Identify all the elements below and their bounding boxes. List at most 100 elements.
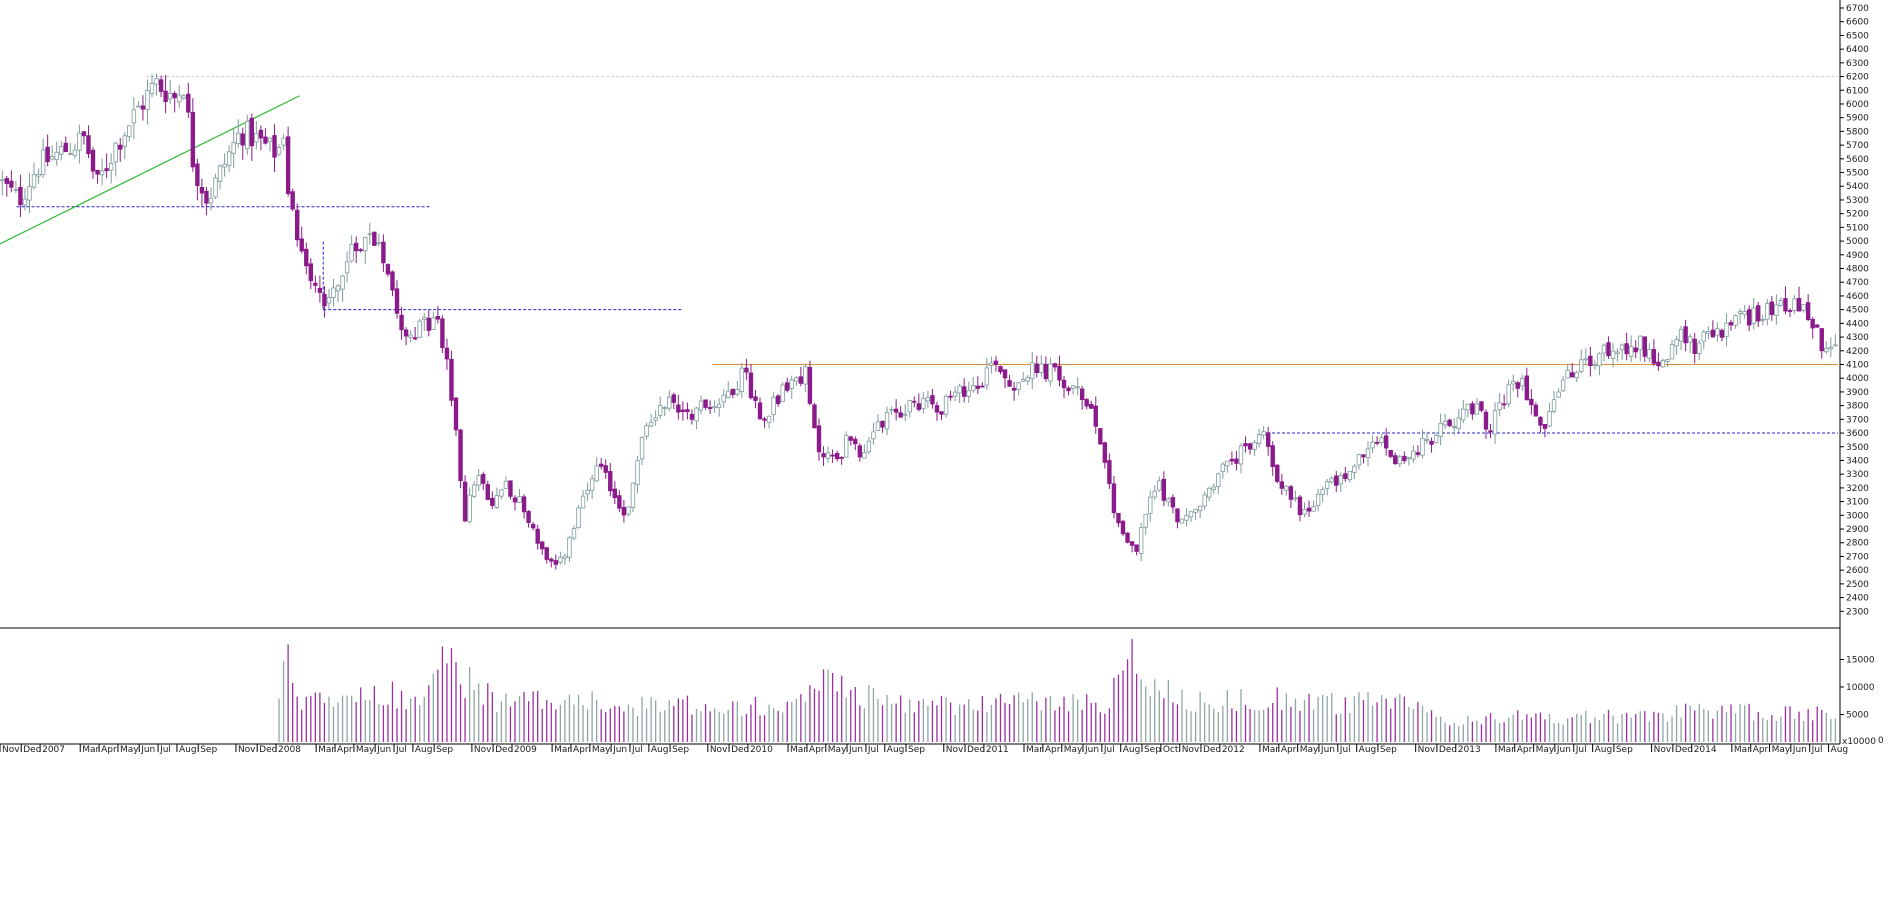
candle-body bbox=[281, 137, 286, 146]
candle-body bbox=[825, 452, 831, 459]
candle bbox=[285, 126, 291, 197]
candle-body bbox=[1456, 417, 1461, 429]
candle bbox=[1361, 454, 1366, 464]
candle bbox=[177, 84, 182, 109]
candle-body bbox=[1669, 344, 1675, 360]
candle-body bbox=[617, 495, 622, 509]
candle bbox=[1025, 375, 1030, 386]
candle-body bbox=[1143, 513, 1148, 528]
candle bbox=[399, 306, 404, 340]
candle bbox=[1792, 295, 1797, 314]
y-tick-label: 5100 bbox=[1846, 223, 1869, 233]
candle-body bbox=[553, 560, 559, 565]
candle-body bbox=[866, 440, 872, 453]
candle bbox=[544, 546, 549, 564]
candle bbox=[104, 153, 109, 179]
candle bbox=[1706, 325, 1711, 340]
candle bbox=[1225, 460, 1230, 473]
y-tick-label: 5700 bbox=[1846, 141, 1869, 151]
x-tick-label: Jul bbox=[1339, 745, 1351, 755]
candle bbox=[1079, 386, 1085, 410]
candle bbox=[1334, 470, 1339, 492]
x-tick-label: Jul bbox=[867, 745, 879, 755]
candle bbox=[1678, 325, 1684, 350]
candle bbox=[1424, 431, 1430, 444]
x-tick-label: Nov bbox=[946, 745, 964, 755]
volume-zero-label: 0 bbox=[1878, 736, 1884, 746]
candle-body bbox=[376, 242, 382, 245]
candle bbox=[834, 450, 840, 462]
candle-body bbox=[1229, 458, 1235, 462]
candle bbox=[31, 162, 37, 190]
candle bbox=[907, 399, 912, 418]
candle bbox=[984, 357, 990, 390]
candle bbox=[1374, 436, 1380, 446]
candle bbox=[1107, 453, 1112, 490]
candle-body bbox=[1415, 452, 1421, 455]
candle-body bbox=[671, 394, 677, 403]
x-tick-label: Nov bbox=[710, 745, 728, 755]
candle-body bbox=[59, 146, 64, 155]
x-tick-label: Jul bbox=[1103, 745, 1115, 755]
candle bbox=[1692, 332, 1697, 364]
candle-body bbox=[471, 484, 477, 497]
candle-body bbox=[199, 187, 205, 194]
candle-body bbox=[771, 396, 776, 415]
candle bbox=[1737, 308, 1743, 325]
candle bbox=[780, 381, 785, 403]
candle bbox=[1769, 296, 1775, 321]
candle-body bbox=[562, 555, 568, 559]
candle-body bbox=[898, 412, 903, 418]
y-tick-label: 5300 bbox=[1846, 196, 1869, 206]
candle bbox=[1647, 343, 1652, 363]
candle bbox=[807, 360, 813, 406]
candle bbox=[145, 79, 150, 125]
candle-body bbox=[1805, 302, 1811, 321]
candle bbox=[1624, 332, 1629, 361]
y-tick-label: 4500 bbox=[1846, 306, 1869, 316]
candle bbox=[943, 393, 949, 418]
candle bbox=[1524, 367, 1530, 401]
candle bbox=[1479, 400, 1484, 413]
x-tick-label: Dec bbox=[1439, 745, 1456, 755]
candle-body bbox=[363, 236, 368, 252]
candle bbox=[471, 481, 477, 499]
candle-body bbox=[81, 131, 87, 137]
candle-body bbox=[1751, 307, 1756, 324]
candle-body bbox=[585, 489, 590, 495]
candle-body bbox=[1529, 398, 1534, 406]
x-tick-label: Dec bbox=[967, 745, 984, 755]
candle bbox=[1388, 449, 1393, 459]
candle-body bbox=[213, 177, 218, 198]
candle bbox=[458, 428, 463, 489]
candle-body bbox=[1638, 335, 1643, 351]
candle-body bbox=[1551, 399, 1557, 412]
candle bbox=[13, 180, 19, 193]
candle-body bbox=[394, 288, 400, 314]
candle-body bbox=[290, 191, 295, 210]
candle bbox=[1066, 386, 1071, 396]
candle-body bbox=[1275, 464, 1280, 482]
candle bbox=[1474, 397, 1480, 415]
candle-body bbox=[517, 496, 522, 503]
candle-body bbox=[1116, 512, 1121, 524]
candle-body bbox=[1737, 311, 1743, 314]
candle-body bbox=[961, 386, 967, 397]
candle-body bbox=[698, 400, 704, 411]
candle-body bbox=[322, 293, 327, 307]
candle bbox=[1311, 500, 1316, 512]
candle bbox=[272, 124, 277, 172]
candle-body bbox=[1265, 432, 1271, 447]
candle bbox=[9, 170, 14, 193]
candle bbox=[562, 553, 568, 566]
candle bbox=[1488, 423, 1493, 438]
candle-body bbox=[694, 407, 699, 422]
candle-body bbox=[86, 135, 91, 155]
candle-body bbox=[648, 421, 654, 427]
candle bbox=[1293, 490, 1298, 502]
candle bbox=[549, 557, 554, 568]
candle-body bbox=[526, 511, 531, 523]
candle bbox=[653, 410, 658, 426]
candle-body bbox=[36, 173, 41, 177]
candle bbox=[4, 175, 10, 197]
